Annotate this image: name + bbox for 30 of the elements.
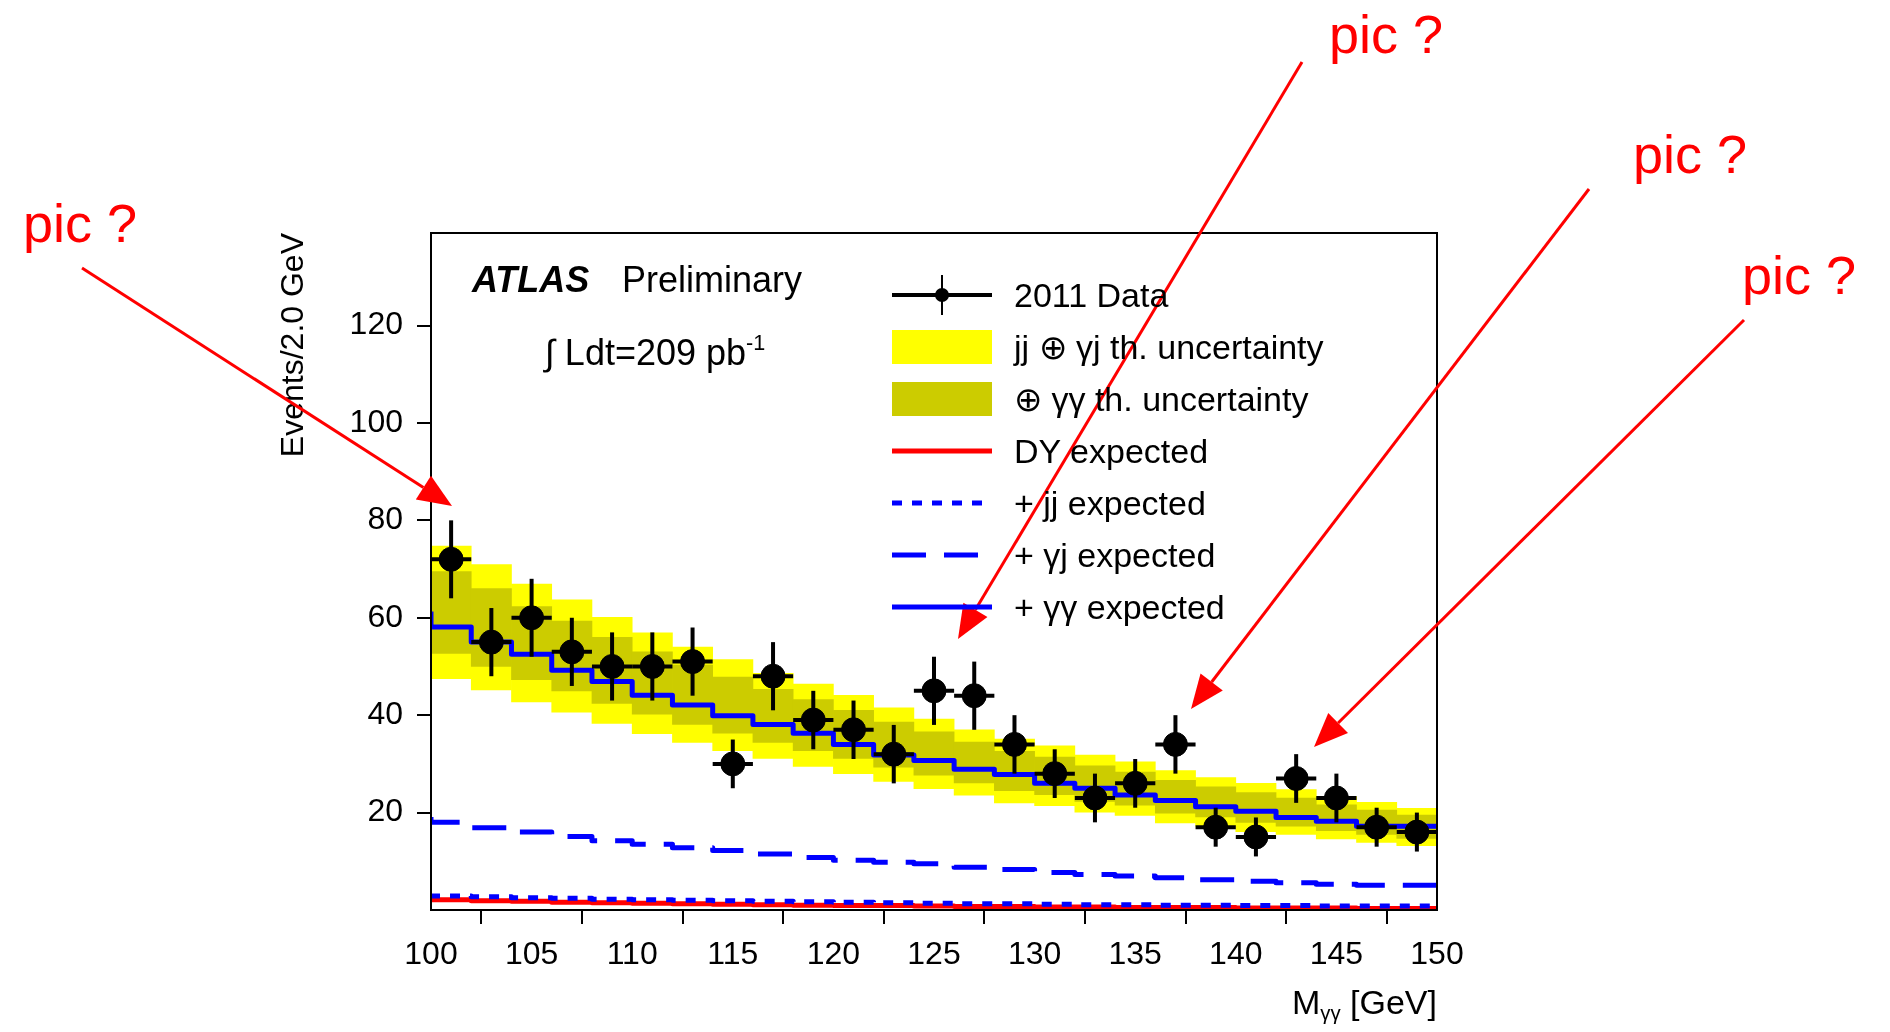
x-tick-label: 115 <box>707 935 759 972</box>
x-tick-label: 120 <box>806 935 861 972</box>
x-tick-label: 110 <box>606 935 658 972</box>
y-tick-label: 120 <box>349 305 403 342</box>
x-axis-title: M$_{γγ}$ [GeV] <box>1291 983 1437 1025</box>
annotation: ATLAS <box>472 259 590 300</box>
x-tick-label: 130 <box>1007 935 1062 972</box>
y-tick-label: 20 <box>367 792 403 829</box>
y-tick-label: 60 <box>367 597 403 634</box>
y-axis-title: Events/2.0 GeV <box>274 233 311 458</box>
text: pic ? <box>23 193 138 253</box>
x-tick-label: 145 <box>1309 935 1364 972</box>
annotation: Preliminary <box>622 259 803 300</box>
text: pic ? <box>1329 4 1444 64</box>
y-tick-label: 100 <box>349 402 403 439</box>
legend-label: + γγ expected <box>1014 587 1225 627</box>
y-tick-label: 40 <box>367 695 403 732</box>
x-tick-label: 105 <box>504 935 559 972</box>
x-tick-label: 140 <box>1209 935 1263 972</box>
y-tick-label: 80 <box>367 500 403 537</box>
legend-label: + γj expected <box>1014 535 1216 575</box>
x-tick-label: 135 <box>1108 935 1162 972</box>
legend-label: + jj expected <box>1014 483 1206 523</box>
text: pic ? <box>1633 124 1748 184</box>
text: pic ? <box>1742 245 1857 305</box>
x-tick-label: 100 <box>404 935 458 972</box>
annotation: ∫ Ldt=209 pb$^{-1}$ <box>545 329 766 373</box>
x-tick-label: 125 <box>907 935 961 972</box>
x-tick-label: 150 <box>1410 935 1464 972</box>
legend-label: DY expected <box>1014 431 1209 471</box>
